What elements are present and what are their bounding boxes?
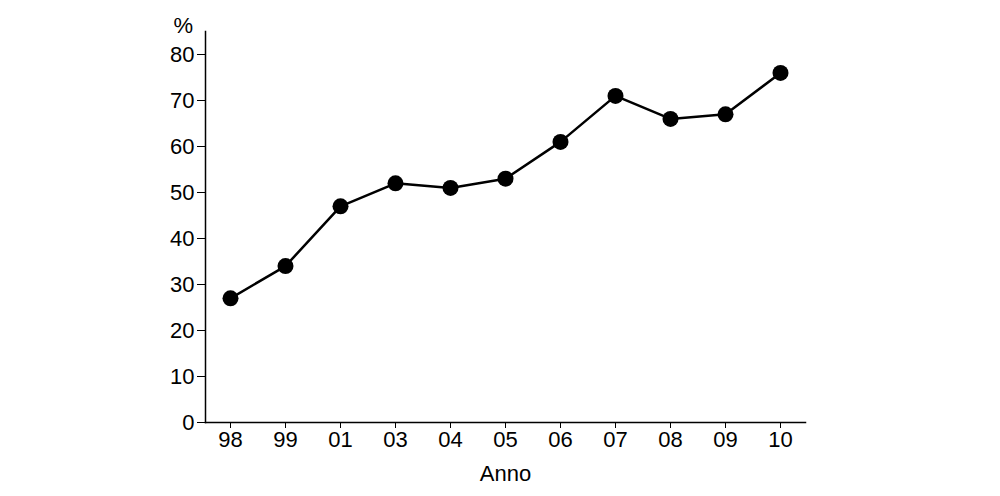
svg-text:10: 10 [170,364,194,389]
svg-text:70: 70 [170,88,194,113]
svg-text:Anno: Anno [480,461,531,486]
svg-text:08: 08 [658,427,682,452]
svg-text:05: 05 [493,427,517,452]
svg-text:04: 04 [438,427,462,452]
svg-text:01: 01 [328,427,352,452]
svg-text:30: 30 [170,272,194,297]
svg-text:98: 98 [218,427,242,452]
svg-text:09: 09 [713,427,737,452]
svg-text:06: 06 [548,427,572,452]
svg-text:40: 40 [170,226,194,251]
svg-text:50: 50 [170,180,194,205]
svg-text:07: 07 [603,427,627,452]
svg-text:99: 99 [273,427,297,452]
svg-text:10: 10 [768,427,792,452]
svg-text:60: 60 [170,134,194,159]
svg-text:03: 03 [383,427,407,452]
svg-text:0: 0 [182,410,194,435]
svg-text:20: 20 [170,318,194,343]
svg-text:%: % [174,13,194,38]
svg-text:80: 80 [170,42,194,67]
